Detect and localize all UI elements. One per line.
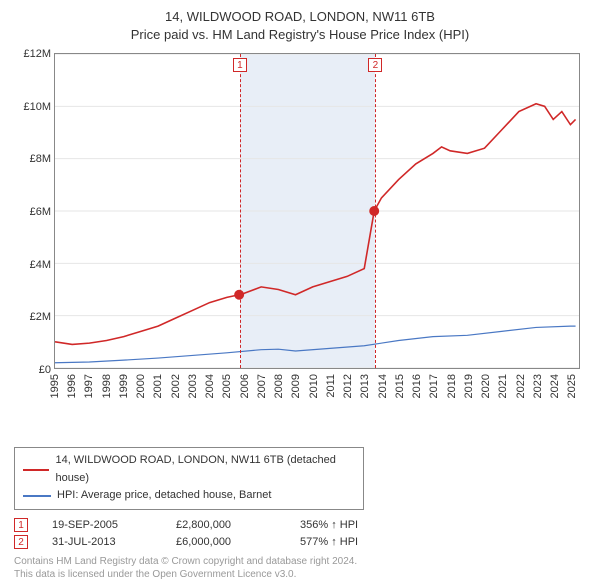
sale-vs-hpi: 356% ↑ HPI [300, 519, 400, 531]
event-vline [375, 54, 376, 368]
x-tick-label: 2000 [135, 374, 147, 398]
footer-attribution: Contains HM Land Registry data © Crown c… [14, 555, 586, 582]
x-tick-label: 2009 [290, 374, 302, 398]
sale-price: £6,000,000 [176, 536, 276, 548]
sales-table: 1 19-SEP-2005 £2,800,000 356% ↑ HPI 2 31-JUL-… [14, 518, 586, 549]
x-tick-label: 2001 [152, 374, 164, 398]
event-vline [240, 54, 241, 368]
x-tick-label: 2013 [359, 374, 371, 398]
title-line-1: 14, WILDWOOD ROAD, LONDON, NW11 6TB [14, 8, 586, 26]
x-tick-label: 2012 [342, 374, 354, 398]
x-tick-label: 2017 [428, 374, 440, 398]
x-tick-label: 1997 [83, 374, 95, 398]
x-tick-label: 2016 [411, 374, 423, 398]
x-tick-label: 1999 [118, 374, 130, 398]
x-tick-label: 2005 [221, 374, 233, 398]
x-tick-label: 1995 [49, 374, 61, 398]
x-tick-label: 2023 [532, 374, 544, 398]
x-tick-label: 2002 [170, 374, 182, 398]
event-marker-box: 2 [368, 58, 382, 72]
sale-row: 1 19-SEP-2005 £2,800,000 356% ↑ HPI [14, 518, 586, 532]
sale-marker: 1 [14, 518, 28, 532]
x-tick-label: 2025 [566, 374, 578, 398]
y-tick-label: £12M [23, 48, 51, 60]
x-tick-label: 2024 [549, 374, 561, 398]
legend-box: 14, WILDWOOD ROAD, LONDON, NW11 6TB (det… [14, 447, 364, 510]
title-line-2: Price paid vs. HM Land Registry's House … [14, 26, 586, 44]
x-tick-label: 2004 [204, 374, 216, 398]
x-tick-label: 2010 [308, 374, 320, 398]
footer-line-2: This data is licensed under the Open Gov… [14, 568, 586, 582]
x-tick-label: 2019 [463, 374, 475, 398]
y-tick-label: £10M [23, 101, 51, 113]
x-tick-label: 1998 [101, 374, 113, 398]
sale-row: 2 31-JUL-2013 £6,000,000 577% ↑ HPI [14, 535, 586, 549]
sale-marker: 2 [14, 535, 28, 549]
title-block: 14, WILDWOOD ROAD, LONDON, NW11 6TB Pric… [14, 8, 586, 43]
legend-row: 14, WILDWOOD ROAD, LONDON, NW11 6TB (det… [23, 452, 355, 487]
sale-vs-hpi: 577% ↑ HPI [300, 536, 400, 548]
sale-date: 31-JUL-2013 [52, 536, 152, 548]
x-tick-label: 2020 [480, 374, 492, 398]
x-tick-label: 2006 [239, 374, 251, 398]
x-tick-label: 2008 [273, 374, 285, 398]
event-marker-box: 1 [233, 58, 247, 72]
x-tick-label: 1996 [66, 374, 78, 398]
legend-row: HPI: Average price, detached house, Barn… [23, 487, 355, 505]
chart-container: 14, WILDWOOD ROAD, LONDON, NW11 6TB Pric… [0, 0, 600, 560]
x-tick-label: 2003 [187, 374, 199, 398]
x-tick-label: 2018 [446, 374, 458, 398]
footer-line-1: Contains HM Land Registry data © Crown c… [14, 555, 586, 569]
plot-area: 12 £0£2M£4M£6M£8M£10M£12M 19951996199719… [54, 53, 580, 369]
plot-svg [55, 54, 579, 368]
y-tick-label: £6M [30, 206, 51, 218]
x-tick-label: 2021 [497, 374, 509, 398]
chart-wrap: 12 £0£2M£4M£6M£8M£10M£12M 19951996199719… [14, 49, 586, 409]
y-tick-label: £4M [30, 259, 51, 271]
sale-date: 19-SEP-2005 [52, 519, 152, 531]
x-tick-label: 2014 [377, 374, 389, 398]
x-tick-label: 2015 [394, 374, 406, 398]
x-tick-label: 2022 [515, 374, 527, 398]
x-tick-label: 2011 [325, 374, 337, 398]
y-tick-label: £8M [30, 153, 51, 165]
legend-label: 14, WILDWOOD ROAD, LONDON, NW11 6TB (det… [55, 452, 355, 487]
y-tick-label: £2M [30, 311, 51, 323]
x-tick-label: 2007 [256, 374, 268, 398]
legend-swatch [23, 495, 51, 497]
legend-label: HPI: Average price, detached house, Barn… [57, 487, 271, 505]
sale-price: £2,800,000 [176, 519, 276, 531]
legend-swatch [23, 469, 49, 471]
